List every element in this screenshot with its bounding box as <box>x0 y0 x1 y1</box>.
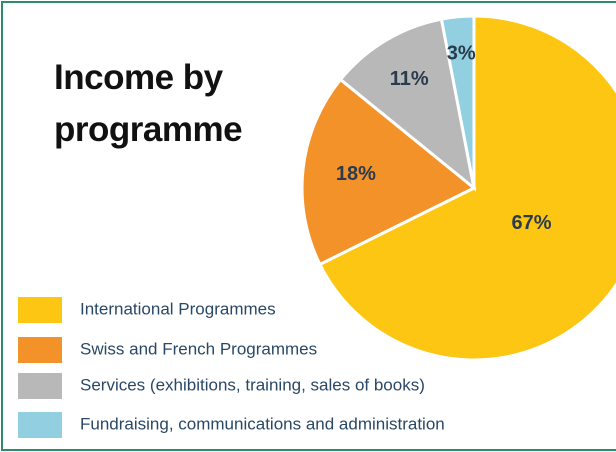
data-label: 67% <box>512 212 552 234</box>
legend-swatch <box>18 412 62 438</box>
legend-swatch <box>18 337 62 363</box>
pie-slice <box>300 77 477 267</box>
pie-slice <box>439 14 476 189</box>
legend-label: Fundraising, communications and administ… <box>80 414 445 433</box>
data-label: 3% <box>447 42 476 64</box>
pie-slice <box>338 17 477 192</box>
legend-label: Swiss and French Programmes <box>80 339 317 358</box>
pie-slice <box>317 14 616 362</box>
chart-title: Income by programme <box>54 58 243 149</box>
legend-swatch <box>18 373 62 399</box>
legend-label: International Programmes <box>80 299 276 318</box>
legend-label: Services (exhibitions, training, sales o… <box>80 375 425 394</box>
legend-swatch <box>18 297 62 323</box>
data-label: 11% <box>390 68 429 90</box>
data-label: 18% <box>336 163 376 185</box>
